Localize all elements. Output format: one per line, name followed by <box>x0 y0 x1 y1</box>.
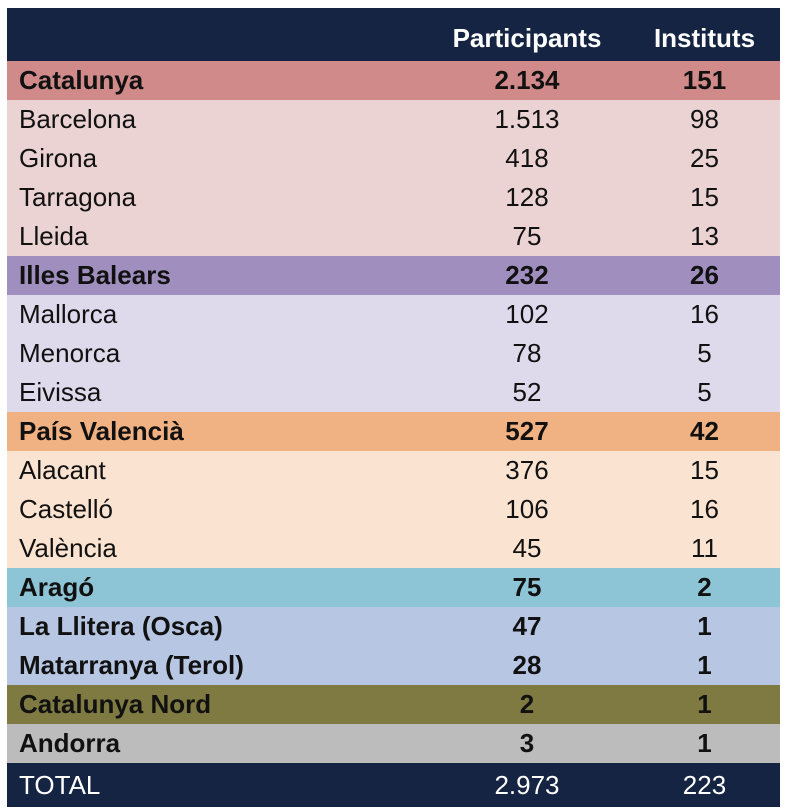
table-row: Matarranya (Terol) 28 1 <box>7 646 780 685</box>
table-row: Catalunya Nord 2 1 <box>7 685 780 724</box>
row-institutes: 98 <box>690 104 719 134</box>
row-participants: 2.134 <box>494 65 560 95</box>
row-participants: 232 <box>505 260 549 290</box>
row-region: Menorca <box>19 338 121 368</box>
table-row: Menorca 78 5 <box>7 334 780 373</box>
row-region: Lleida <box>19 221 89 251</box>
table-row: Andorra 3 1 <box>7 724 780 763</box>
row-institutes: 151 <box>682 65 727 95</box>
table-row: Barcelona 1.513 98 <box>7 100 780 139</box>
header-institutes: Instituts <box>653 23 756 53</box>
row-region: València <box>19 533 117 563</box>
row-region: Girona <box>19 143 98 173</box>
table-row: País Valencià 527 42 <box>7 412 780 451</box>
row-participants: 47 <box>512 611 542 641</box>
table-row: Mallorca 102 16 <box>7 295 780 334</box>
row-region: Eivissa <box>19 377 102 407</box>
row-participants: 2 <box>519 689 535 719</box>
row-participants: 3 <box>519 728 535 758</box>
row-institutes: 1 <box>697 728 712 758</box>
row-participants: 1.513 <box>494 104 560 134</box>
row-institutes: 11 <box>691 533 718 563</box>
row-region: Tarragona <box>19 182 137 212</box>
row-region: Barcelona <box>19 104 137 134</box>
row-participants: 376 <box>505 455 549 485</box>
row-region: Aragó <box>19 572 95 602</box>
row-region: La Llitera (Osca) <box>19 611 223 641</box>
table-row: Illes Balears 232 26 <box>7 256 780 295</box>
table-header: Participants Instituts <box>7 8 780 61</box>
row-region: Matarranya (Terol) <box>19 650 244 680</box>
table-row: Girona 418 25 <box>7 139 780 178</box>
table-row: Castelló 106 16 <box>7 490 780 529</box>
row-participants: 78 <box>512 338 542 368</box>
row-participants: 106 <box>505 494 549 524</box>
row-institutes: 15 <box>690 455 719 485</box>
row-region: Andorra <box>19 728 121 758</box>
total-row: TOTAL 2.973 223 <box>7 763 780 807</box>
table-row: Eivissa 52 5 <box>7 373 780 412</box>
row-participants: 28 <box>512 650 542 680</box>
row-institutes: 25 <box>690 143 719 173</box>
table-row: València 45 11 <box>7 529 780 568</box>
table-row: Alacant 376 15 <box>7 451 780 490</box>
row-institutes: 15 <box>690 182 719 212</box>
row-participants: 102 <box>505 299 549 329</box>
row-region: Catalunya Nord <box>19 689 212 719</box>
table-body: Catalunya 2.134 151 Barcelona 1.513 98 Girona 4… <box>7 61 780 763</box>
row-region: País Valencià <box>19 416 184 446</box>
row-institutes: 16 <box>690 299 719 329</box>
header-participants: Participants <box>452 23 602 53</box>
row-participants: 128 <box>505 182 549 212</box>
table-row: Lleida 75 13 <box>7 217 780 256</box>
row-region: Mallorca <box>19 299 118 329</box>
row-participants: 75 <box>512 572 542 602</box>
total-institutes: 223 <box>682 769 727 800</box>
row-institutes: 1 <box>697 611 712 641</box>
row-institutes: 5 <box>697 377 712 407</box>
row-region: Alacant <box>19 455 106 485</box>
row-region: Castelló <box>19 494 113 524</box>
table-row: La Llitera (Osca) 47 1 <box>7 607 780 646</box>
row-participants: 418 <box>505 143 549 173</box>
row-participants: 527 <box>505 416 549 446</box>
participants-table: Participants Instituts Catalunya 2.134 151… <box>7 8 780 807</box>
row-participants: 52 <box>512 377 542 407</box>
row-region: Catalunya <box>19 65 144 95</box>
row-institutes: 16 <box>690 494 719 524</box>
table-row: Catalunya 2.134 151 <box>7 61 780 100</box>
total-label: TOTAL <box>19 769 101 800</box>
table-row: Aragó 75 2 <box>7 568 780 607</box>
row-institutes: 2 <box>697 572 712 602</box>
row-institutes: 1 <box>697 650 712 680</box>
row-institutes: 5 <box>697 338 712 368</box>
row-participants: 45 <box>512 533 542 563</box>
row-participants: 75 <box>512 221 542 251</box>
row-region: Illes Balears <box>19 260 171 290</box>
table-row: Tarragona 128 15 <box>7 178 780 217</box>
total-participants: 2.973 <box>494 769 560 800</box>
row-institutes: 1 <box>697 689 712 719</box>
row-institutes: 13 <box>690 221 719 251</box>
row-institutes: 26 <box>690 260 719 290</box>
row-institutes: 42 <box>690 416 719 446</box>
